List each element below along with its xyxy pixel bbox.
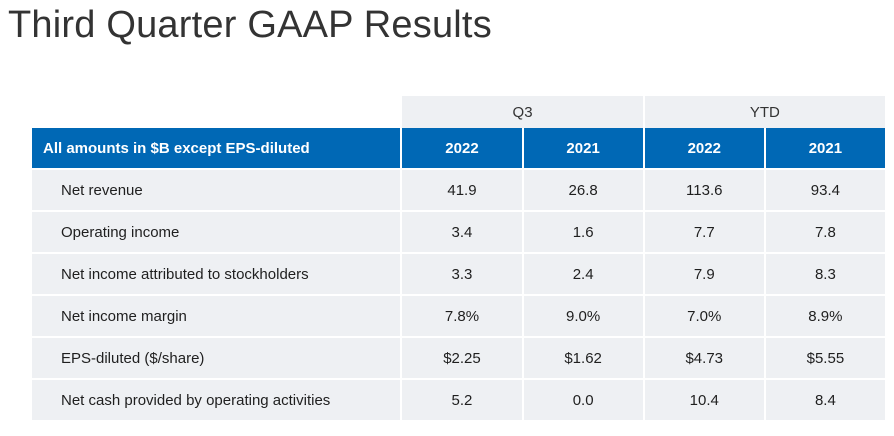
table-row: Net cash provided by operating activitie…: [32, 378, 885, 420]
table-row: EPS-diluted ($/share) $2.25 $1.62 $4.73 …: [32, 336, 885, 378]
column-header-q3-2022: 2022: [400, 128, 522, 168]
row-label: Net income attributed to stockholders: [32, 252, 401, 294]
table-cell: 8.3: [763, 252, 885, 294]
column-header-ytd-2022: 2022: [642, 128, 764, 168]
table-cell: 7.8%: [400, 294, 522, 336]
table-cell: 5.2: [400, 378, 522, 420]
table-cell: 26.8: [521, 168, 643, 210]
table-cell: 1.6: [521, 210, 643, 252]
table-cell: $2.25: [400, 336, 522, 378]
table-cell: $1.62: [521, 336, 643, 378]
group-header-q3: Q3: [400, 96, 643, 128]
period-group-row: Q3 YTD: [32, 96, 885, 128]
page-title: Third Quarter GAAP Results: [8, 4, 492, 46]
table-row: Net revenue 41.9 26.8 113.6 93.4: [32, 168, 885, 210]
table-cell: 2.4: [521, 252, 643, 294]
table-cell: 7.9: [642, 252, 764, 294]
column-header-q3-2021: 2021: [521, 128, 643, 168]
column-header-row: All amounts in $B except EPS-diluted 202…: [32, 128, 885, 168]
table-cell: 7.0%: [642, 294, 764, 336]
table-row: Operating income 3.4 1.6 7.7 7.8: [32, 210, 885, 252]
table-cell: $4.73: [642, 336, 764, 378]
table-cell: 8.9%: [763, 294, 885, 336]
table-cell: 3.3: [400, 252, 522, 294]
table-row: Net income attributed to stockholders 3.…: [32, 252, 885, 294]
row-label: EPS-diluted ($/share): [32, 336, 401, 378]
table-cell: 8.4: [763, 378, 885, 420]
table-cell: 0.0: [521, 378, 643, 420]
table-cell: 9.0%: [521, 294, 643, 336]
group-header-spacer: [32, 96, 401, 128]
table-cell: $5.55: [763, 336, 885, 378]
row-label: Operating income: [32, 210, 401, 252]
table-cell: 41.9: [400, 168, 522, 210]
group-header-ytd: YTD: [642, 96, 885, 128]
amounts-note-header: All amounts in $B except EPS-diluted: [32, 128, 401, 168]
table-row: Net income margin 7.8% 9.0% 7.0% 8.9%: [32, 294, 885, 336]
table-cell: 3.4: [400, 210, 522, 252]
row-label: Net revenue: [32, 168, 401, 210]
table-cell: 10.4: [642, 378, 764, 420]
table-cell: 7.7: [642, 210, 764, 252]
table-cell: 93.4: [763, 168, 885, 210]
gaap-results-table: Q3 YTD All amounts in $B except EPS-dilu…: [32, 96, 885, 420]
column-header-ytd-2021: 2021: [763, 128, 885, 168]
row-label: Net cash provided by operating activitie…: [32, 378, 401, 420]
row-label: Net income margin: [32, 294, 401, 336]
table-cell: 113.6: [642, 168, 764, 210]
table-cell: 7.8: [763, 210, 885, 252]
